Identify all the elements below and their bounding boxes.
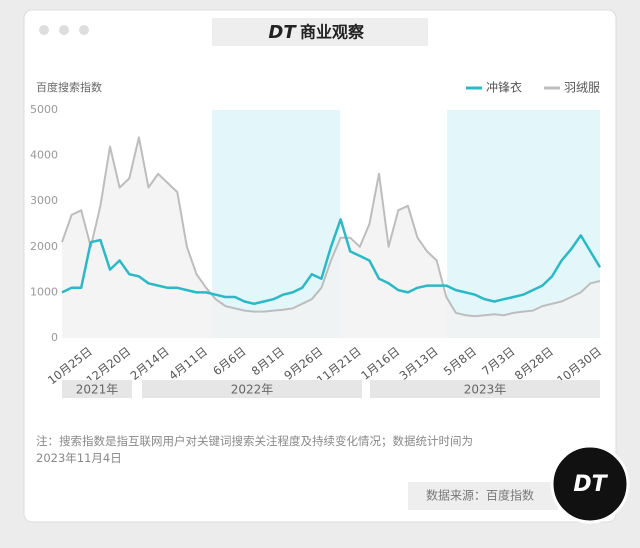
badge-text: DT — [573, 472, 608, 497]
area — [62, 137, 600, 338]
header-bar — [212, 18, 428, 46]
year-band — [370, 380, 600, 398]
year-label: 2023年 — [464, 383, 507, 397]
note-line: 2023年11月4日 — [36, 451, 122, 465]
note-line: 注：搜索指数是指互联网用户对关键词搜索关注程度及持续变化情况；数据统计时间为 — [36, 434, 473, 448]
y-tick-label: 2000 — [30, 240, 58, 253]
year-band — [62, 380, 132, 398]
window-dot — [79, 25, 89, 35]
legend-label: 羽绒服 — [564, 81, 600, 95]
source: 数据来源：百度指数 — [426, 488, 534, 503]
window-dot — [59, 25, 69, 35]
y-tick-label: 1000 — [30, 285, 58, 298]
line — [61, 218, 602, 306]
y-tick-label: 5000 — [30, 103, 58, 116]
y-tick-label: 3000 — [30, 194, 58, 207]
legend-label: 冲锋衣 — [486, 80, 522, 95]
year-band — [142, 380, 362, 398]
source-box — [408, 482, 558, 510]
year-label: 2021年 — [76, 383, 119, 397]
badge — [550, 444, 630, 524]
header-logo: DT — [268, 22, 297, 43]
note: 注：搜索指数是指互联网用户对关键词搜索关注程度及持续变化情况；数据统计时间为 20… — [36, 434, 473, 465]
y-axis-label: 百度搜索指数 — [36, 80, 102, 94]
header-title: 商业观察 — [300, 23, 365, 42]
window-dot — [39, 25, 49, 35]
y-tick-label: 0 — [51, 331, 58, 344]
y-tick-label: 4000 — [30, 149, 58, 162]
line — [61, 136, 601, 318]
year-label: 2022年 — [231, 383, 274, 397]
